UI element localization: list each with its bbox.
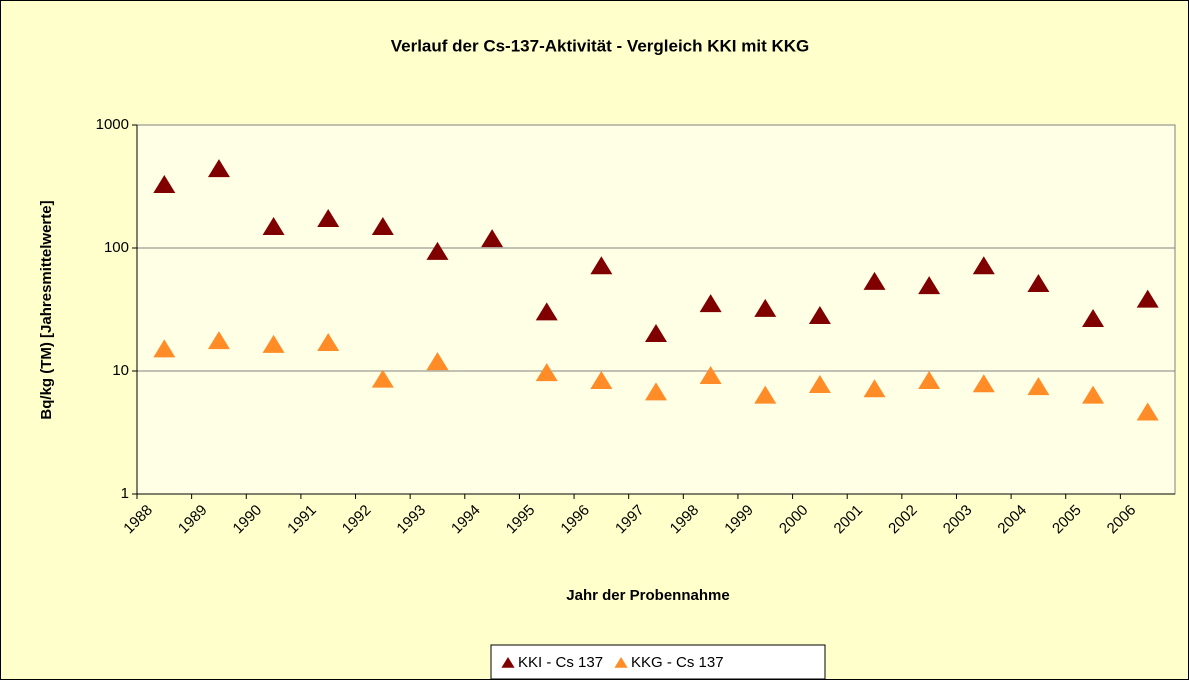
marker: [371, 217, 394, 236]
marker: [808, 305, 831, 324]
marker: [699, 294, 722, 313]
marker: [1082, 385, 1105, 404]
marker: [645, 382, 667, 401]
y-tick-label: 100: [104, 239, 129, 256]
marker: [863, 379, 886, 398]
y-tick-label: 1000: [96, 116, 129, 133]
marker: [481, 229, 504, 248]
plot-area: [136, 124, 1176, 495]
marker: [262, 217, 285, 236]
legend: [490, 644, 826, 680]
marker: [153, 339, 176, 358]
marker: [863, 271, 886, 290]
chart-title: Verlauf der Cs-137-Aktivität - Vergleich…: [391, 36, 810, 55]
marker: [317, 209, 340, 228]
y-tick-label: 1: [121, 485, 129, 502]
legend-marker: [501, 657, 515, 668]
marker: [262, 334, 285, 353]
marker: [1082, 308, 1105, 327]
marker: [590, 370, 613, 389]
marker: [1027, 273, 1050, 292]
marker: [754, 298, 777, 317]
y-tick-label: 10: [112, 362, 129, 379]
marker: [972, 374, 995, 393]
marker: [699, 366, 722, 385]
marker: [1136, 402, 1159, 421]
legend-label: KKG - Cs 137: [631, 654, 724, 671]
marker: [153, 175, 176, 194]
marker: [1136, 289, 1159, 308]
marker: [645, 323, 667, 342]
legend-label: KKI - Cs 137: [518, 654, 603, 671]
marker: [1027, 377, 1050, 396]
marker: [808, 374, 831, 393]
marker: [972, 256, 995, 275]
marker: [426, 352, 449, 371]
marker: [535, 363, 558, 382]
marker: [918, 370, 941, 389]
marker: [535, 302, 558, 321]
x-axis-title: Jahr der Probennahme: [566, 587, 729, 604]
marker: [207, 331, 230, 350]
y-axis-title: Bq/kg (TM) [Jahresmittelwerte]: [38, 200, 55, 419]
marker: [754, 385, 777, 404]
marker: [317, 332, 340, 351]
legend-marker: [614, 657, 628, 668]
marker: [590, 256, 613, 275]
marker: [426, 241, 449, 260]
marker: [207, 159, 230, 178]
marker: [371, 369, 394, 388]
marker: [918, 276, 941, 295]
